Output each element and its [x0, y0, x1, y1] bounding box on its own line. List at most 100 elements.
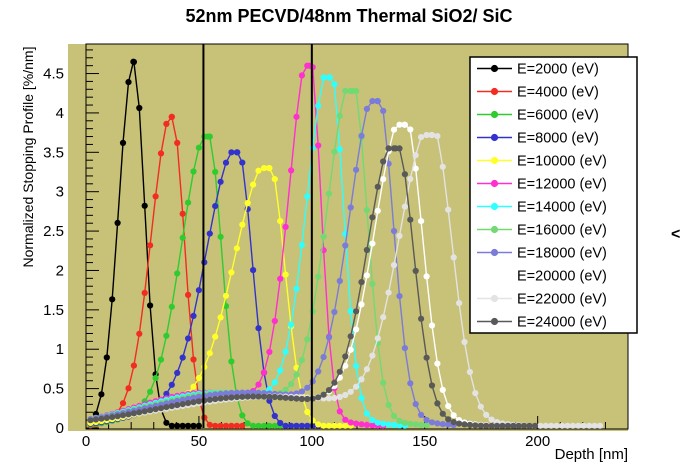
data-point-marker: [320, 422, 327, 429]
data-point-marker: [466, 368, 473, 376]
y-tick-label: 1.5: [43, 302, 64, 319]
data-point-marker: [336, 393, 343, 401]
data-point-marker: [428, 131, 436, 139]
data-point-marker: [358, 395, 365, 402]
data-point-marker: [531, 422, 539, 429]
data-point-marker: [390, 227, 398, 235]
data-point-marker: [434, 420, 441, 427]
data-point-marker: [212, 333, 219, 340]
y-tick-label: 0.5: [43, 381, 64, 398]
data-point-marker: [325, 387, 333, 394]
x-tick-label: 50: [191, 433, 208, 450]
data-point-marker: [369, 240, 376, 247]
data-point-marker: [315, 273, 322, 280]
data-point-marker: [428, 419, 436, 426]
data-point-marker: [222, 394, 230, 401]
data-point-marker: [217, 390, 224, 397]
data-point-marker: [179, 401, 186, 408]
data-point-marker: [195, 287, 202, 294]
data-point-marker: [277, 218, 284, 225]
x-axis-title: Depth [nm]: [554, 446, 628, 463]
data-point-marker: [342, 422, 349, 429]
data-point-marker: [304, 408, 311, 416]
data-point-marker: [521, 422, 528, 429]
data-point-marker: [255, 393, 262, 400]
data-point-marker: [396, 422, 403, 429]
legend-label: E=14000 (eV): [517, 200, 607, 216]
data-point-marker: [239, 412, 246, 419]
data-point-marker: [228, 269, 235, 276]
legend-marker: [490, 110, 499, 119]
data-point-marker: [396, 417, 403, 424]
data-point-marker: [212, 203, 219, 210]
data-point-marker: [185, 335, 192, 342]
data-point-marker: [293, 422, 300, 429]
data-point-marker: [152, 193, 159, 200]
data-point-marker: [136, 330, 143, 337]
data-point-marker: [331, 394, 338, 402]
data-point-marker: [228, 394, 235, 401]
legend-label: E=4000 (eV): [517, 85, 599, 101]
data-point-marker: [412, 401, 419, 408]
y-tick-label: 0: [56, 420, 64, 437]
data-point-marker: [222, 390, 230, 397]
data-point-marker: [374, 335, 381, 342]
data-point-marker: [288, 381, 295, 388]
data-point-marker: [363, 366, 370, 373]
data-point-marker: [217, 314, 224, 321]
data-point-marker: [260, 165, 268, 172]
data-point-marker: [374, 183, 381, 190]
data-point-marker: [363, 421, 370, 428]
data-point-marker: [157, 405, 165, 412]
data-point-marker: [266, 348, 273, 355]
data-point-marker: [358, 279, 365, 286]
legend-label: E=12000 (eV): [517, 177, 607, 193]
data-point-marker: [385, 421, 392, 428]
data-point-marker: [347, 388, 354, 395]
data-point-marker: [260, 393, 268, 400]
data-point-marker: [477, 403, 484, 410]
data-point-marker: [136, 409, 143, 416]
data-point-marker: [347, 308, 354, 315]
data-point-marker: [548, 422, 555, 429]
data-point-marker: [434, 360, 441, 367]
data-point-marker: [396, 121, 403, 128]
data-point-marker: [288, 395, 295, 402]
data-point-marker: [206, 392, 213, 399]
data-point-marker: [233, 389, 240, 396]
data-point-marker: [277, 367, 284, 374]
data-point-marker: [450, 412, 457, 419]
data-point-marker: [423, 273, 430, 280]
data-point-marker: [298, 72, 305, 79]
data-point-marker: [380, 158, 387, 165]
legend-marker: [490, 87, 499, 96]
data-point-marker: [390, 126, 398, 133]
legend-label: E=24000 (eV): [517, 315, 607, 331]
data-point-marker: [141, 289, 148, 296]
data-point-marker: [168, 422, 175, 429]
data-point-marker: [358, 301, 365, 308]
data-point-marker: [439, 163, 446, 170]
data-point-marker: [266, 422, 273, 429]
x-tick-label: 0: [82, 433, 90, 450]
data-point-marker: [92, 416, 99, 423]
pane-collapse-arrow[interactable]: <: [671, 226, 681, 243]
data-point-marker: [374, 207, 381, 214]
legend-label: E=16000 (eV): [517, 223, 607, 239]
data-point-marker: [260, 422, 268, 429]
data-point-marker: [445, 403, 452, 410]
data-point-marker: [147, 407, 154, 414]
data-point-marker: [439, 386, 446, 393]
data-point-marker: [390, 412, 398, 420]
data-point-marker: [456, 300, 463, 307]
data-point-marker: [147, 388, 154, 395]
legend-marker: [490, 225, 499, 234]
x-tick-label: 200: [525, 433, 550, 450]
data-point-marker: [353, 308, 360, 315]
data-point-marker: [239, 393, 246, 400]
data-point-marker: [271, 393, 278, 401]
data-point-marker: [504, 422, 511, 429]
data-point-marker: [288, 167, 295, 174]
data-point-marker: [174, 369, 181, 376]
data-point-marker: [260, 369, 268, 376]
